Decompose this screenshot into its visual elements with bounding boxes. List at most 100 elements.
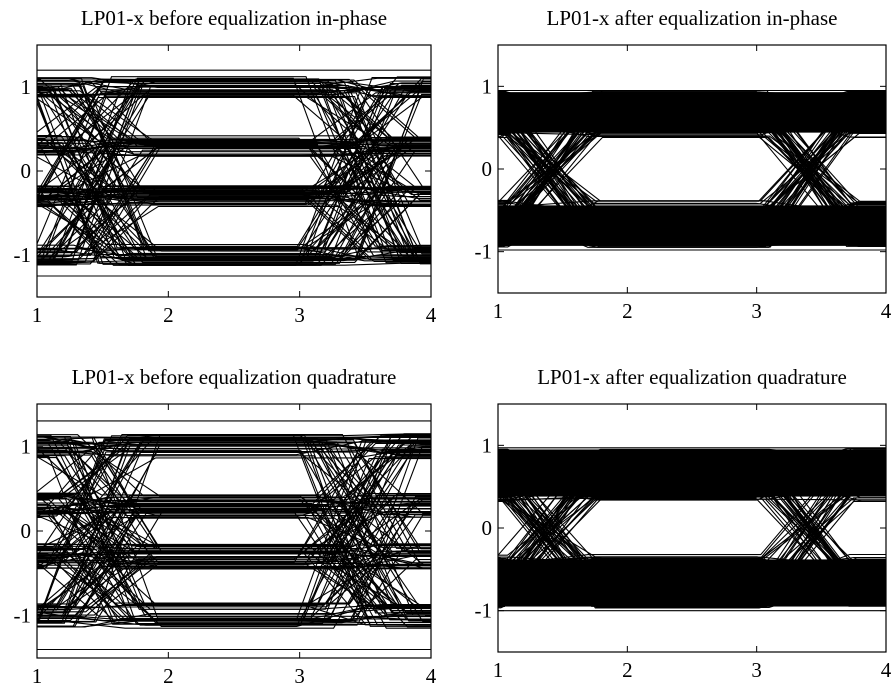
x-tick-label: 1 bbox=[493, 658, 504, 682]
signal-trace bbox=[37, 439, 431, 517]
signal-trace bbox=[37, 185, 431, 266]
signal-trace bbox=[498, 449, 886, 501]
signal-trace bbox=[498, 459, 886, 606]
signal-trace bbox=[37, 77, 431, 98]
signal-trace bbox=[37, 434, 431, 627]
y-tick-label: 0 bbox=[482, 516, 493, 540]
eye-diagram-plot-4: 1 2 3 4 1 0 -1 bbox=[475, 403, 892, 682]
x-tick-label: 4 bbox=[426, 303, 437, 327]
signal-trace bbox=[37, 553, 431, 613]
signal-trace bbox=[37, 90, 431, 259]
signal-trace bbox=[498, 467, 886, 495]
eye-diagram-plot-2: 1 2 3 4 1 0 -1 bbox=[475, 44, 892, 323]
y-tick-label: 1 bbox=[482, 74, 493, 98]
signal-trace bbox=[37, 498, 431, 608]
signal-trace bbox=[37, 143, 431, 197]
signal-trace bbox=[498, 202, 886, 244]
signal-trace bbox=[498, 500, 886, 589]
signal-trace bbox=[498, 95, 886, 241]
signal-trace bbox=[37, 80, 431, 263]
x-tick-label: 2 bbox=[622, 299, 633, 323]
signal-trace bbox=[498, 126, 886, 231]
signal-trace bbox=[498, 450, 886, 608]
signal-trace bbox=[498, 481, 886, 599]
signal-trace bbox=[498, 452, 886, 607]
eye-diagram-plot-3: 1 2 3 4 1 0 -1 bbox=[14, 403, 437, 688]
signal-trace bbox=[498, 90, 886, 121]
x-tick-label: 4 bbox=[881, 299, 892, 323]
x-tick-label: 4 bbox=[426, 664, 437, 688]
signal-trace bbox=[498, 91, 886, 246]
signal-trace bbox=[37, 192, 431, 261]
signal-trace bbox=[498, 123, 886, 243]
signal-trace bbox=[37, 88, 431, 250]
signal-traces bbox=[37, 69, 431, 277]
x-tick-label: 3 bbox=[294, 303, 305, 327]
x-tick-label: 3 bbox=[751, 299, 762, 323]
signal-trace bbox=[37, 139, 431, 196]
signal-trace bbox=[498, 212, 886, 220]
signal-trace bbox=[498, 462, 886, 601]
signal-trace bbox=[37, 79, 431, 139]
signal-trace bbox=[498, 205, 886, 235]
signal-trace bbox=[498, 125, 886, 241]
signal-trace bbox=[37, 83, 431, 198]
signal-trace bbox=[37, 190, 431, 199]
signal-trace bbox=[37, 444, 431, 624]
signal-trace bbox=[498, 92, 886, 211]
signal-trace bbox=[37, 82, 431, 247]
signal-trace bbox=[498, 103, 886, 216]
signal-trace bbox=[37, 450, 431, 617]
signal-trace bbox=[37, 437, 431, 622]
signal-trace bbox=[498, 454, 886, 498]
signal-trace bbox=[37, 444, 431, 562]
y-tick-label: -1 bbox=[475, 240, 493, 264]
signal-trace bbox=[37, 91, 431, 262]
signal-trace bbox=[37, 438, 431, 514]
signal-trace bbox=[37, 510, 431, 622]
y-tick-label: 0 bbox=[21, 159, 32, 183]
signal-trace bbox=[37, 81, 431, 262]
signal-trace bbox=[37, 82, 431, 141]
signal-trace bbox=[498, 104, 886, 226]
signal-trace bbox=[498, 461, 886, 584]
signal-trace bbox=[37, 89, 431, 257]
signal-trace bbox=[37, 94, 431, 142]
signal-trace bbox=[37, 514, 431, 605]
signal-trace bbox=[498, 202, 886, 248]
x-tick-label: 4 bbox=[881, 658, 892, 682]
signal-trace bbox=[498, 126, 886, 218]
signal-trace bbox=[37, 135, 431, 251]
signal-trace bbox=[498, 112, 886, 233]
signal-trace bbox=[498, 121, 886, 248]
signal-trace bbox=[498, 102, 886, 202]
signal-trace bbox=[498, 456, 886, 573]
signal-trace bbox=[498, 209, 886, 232]
signal-trace bbox=[37, 139, 431, 206]
signal-trace bbox=[498, 450, 886, 590]
signal-trace bbox=[498, 452, 886, 482]
y-tick-label: 1 bbox=[21, 434, 32, 458]
y-tick-label: -1 bbox=[475, 599, 493, 623]
signal-trace bbox=[37, 91, 431, 206]
signal-trace bbox=[37, 86, 431, 149]
chart-title: LP01-x before equalization quadrature bbox=[71, 365, 397, 389]
signal-trace bbox=[37, 447, 431, 629]
signal-trace bbox=[37, 447, 431, 518]
signal-trace bbox=[498, 460, 886, 592]
signal-trace bbox=[37, 187, 431, 265]
signal-trace bbox=[37, 441, 431, 558]
signal-trace bbox=[37, 92, 431, 150]
signal-trace bbox=[37, 451, 431, 564]
signal-trace bbox=[37, 445, 431, 510]
signal-trace bbox=[498, 102, 886, 241]
signal-trace bbox=[498, 96, 886, 246]
signal-trace bbox=[37, 88, 431, 193]
signal-traces bbox=[498, 89, 886, 251]
signal-trace bbox=[498, 136, 886, 234]
signal-trace bbox=[37, 512, 431, 616]
x-tick-label: 2 bbox=[163, 303, 174, 327]
signal-trace bbox=[37, 436, 431, 559]
x-tick-label: 3 bbox=[294, 664, 305, 688]
